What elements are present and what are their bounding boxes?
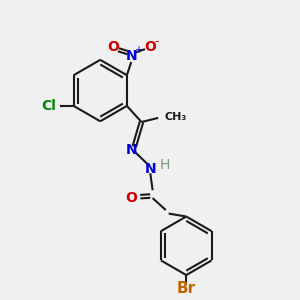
- Text: H: H: [159, 158, 169, 172]
- Text: -: -: [154, 35, 159, 48]
- Text: O: O: [107, 40, 119, 54]
- Text: CH₃: CH₃: [165, 112, 187, 122]
- Text: N: N: [125, 49, 137, 63]
- Text: +: +: [134, 45, 142, 55]
- Text: O: O: [144, 40, 156, 54]
- Text: N: N: [126, 143, 138, 158]
- Text: Cl: Cl: [41, 99, 56, 113]
- Text: O: O: [126, 191, 137, 205]
- Text: Br: Br: [177, 281, 196, 296]
- Text: N: N: [145, 162, 156, 176]
